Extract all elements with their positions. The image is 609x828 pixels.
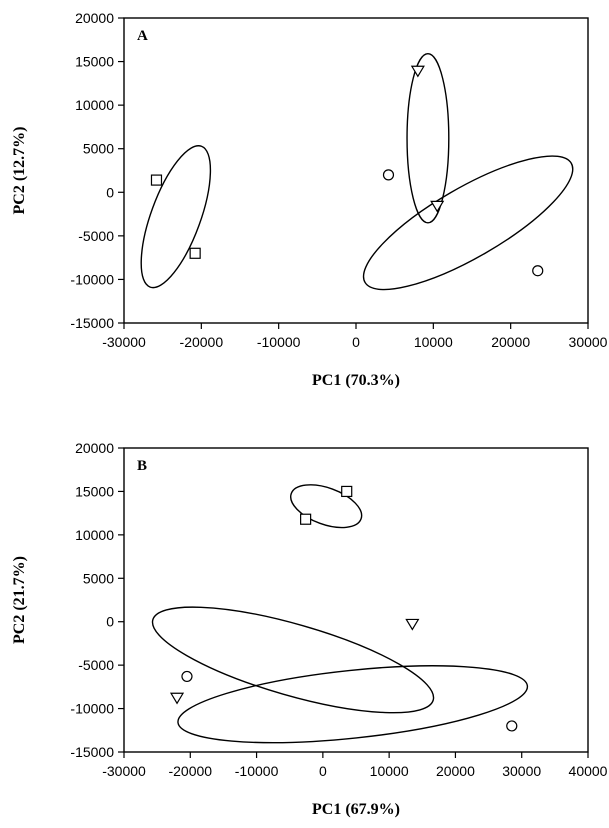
circle-marker: [532, 265, 544, 277]
panel-letter: B: [137, 458, 147, 474]
square-marker: [300, 513, 312, 525]
plot-frame: [123, 447, 589, 753]
data-points: [150, 65, 544, 277]
y-axis-label: PC2 (12.7%): [11, 127, 28, 215]
x-tick-label: 10000: [370, 763, 409, 779]
group-ellipses: [140, 53, 574, 291]
triangle-marker: [405, 618, 420, 631]
y-tick-label: 10000: [75, 527, 114, 543]
y-tick-label: -15000: [70, 744, 114, 760]
triangle-marker: [410, 65, 425, 78]
y-axis-label: PC2 (21.7%): [11, 556, 28, 644]
x-axis-label: PC1 (70.3%): [312, 372, 400, 389]
x-tick-label: 0: [319, 763, 327, 779]
circle-marker: [382, 169, 395, 181]
panel-a: A -30000 -20000 -10000 0 10000 20000 30000 -150…: [11, 10, 608, 389]
y-tick-label: -5000: [78, 657, 114, 673]
x-tick-label: -30000: [102, 334, 146, 350]
axis-ticks: -30000 -20000 -10000 0 10000 20000 30000 40000 -…: [70, 440, 607, 779]
x-tick-label: -10000: [235, 763, 279, 779]
y-tick-label: -15000: [70, 315, 114, 331]
circle-marker: [506, 720, 518, 732]
y-tick-label: 0: [106, 614, 114, 630]
y-tick-label: 5000: [83, 141, 114, 157]
x-tick-label: 10000: [414, 334, 453, 350]
x-tick-label: 30000: [569, 334, 608, 350]
x-axis-label: PC1 (67.9%): [312, 801, 400, 818]
axis-ticks: -30000 -20000 -10000 0 10000 20000 30000 -15000…: [70, 10, 607, 350]
y-tick-label: 10000: [75, 97, 114, 113]
square-marker: [341, 485, 353, 498]
y-tick-label: 20000: [75, 10, 114, 26]
x-tick-label: 0: [352, 334, 360, 350]
triangle-marker: [169, 692, 185, 705]
cluster-ellipse: [290, 484, 363, 529]
y-tick-label: 20000: [75, 440, 114, 456]
plot-frame: [123, 17, 589, 324]
y-tick-label: -10000: [70, 271, 114, 287]
y-tick-label: 15000: [75, 54, 114, 70]
square-marker: [150, 174, 163, 186]
y-tick-label: 0: [106, 184, 114, 200]
panel-b: B -30000 -20000 -10000 0 10000 20000 30000 4000…: [11, 440, 608, 818]
panel-letter: A: [137, 28, 148, 44]
y-tick-label: 15000: [75, 483, 114, 499]
cluster-ellipse: [406, 53, 450, 224]
circle-marker: [181, 670, 193, 683]
x-tick-label: -30000: [102, 763, 146, 779]
cluster-ellipse: [177, 665, 529, 744]
x-tick-label: -20000: [180, 334, 224, 350]
y-tick-label: -5000: [78, 228, 114, 244]
group-ellipses: [151, 484, 529, 744]
x-tick-label: 30000: [502, 763, 541, 779]
cluster-ellipse: [140, 145, 212, 289]
x-tick-label: 20000: [491, 334, 530, 350]
x-tick-label: 40000: [569, 763, 608, 779]
x-tick-label: -10000: [257, 334, 301, 350]
x-tick-label: -20000: [168, 763, 212, 779]
y-tick-label: -10000: [70, 701, 114, 717]
x-tick-label: 20000: [436, 763, 475, 779]
cluster-ellipse: [151, 606, 435, 714]
triangle-marker: [430, 200, 445, 213]
y-tick-label: 5000: [83, 570, 114, 586]
cluster-ellipse: [362, 155, 574, 291]
data-points: [169, 485, 518, 732]
square-marker: [189, 247, 201, 259]
